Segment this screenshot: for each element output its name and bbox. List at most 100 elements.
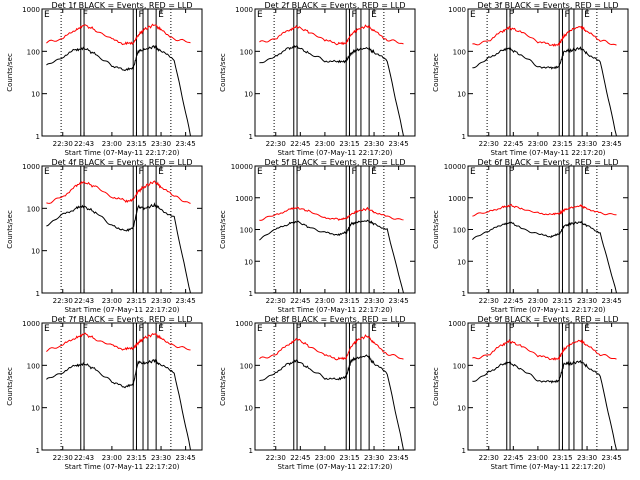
x-tick-label: 23:30 xyxy=(364,140,384,148)
event-annotation: E xyxy=(44,167,50,177)
x-tick-label: 23:45 xyxy=(602,140,622,148)
panel-title: Det 3f BLACK = Events, RED = LLD xyxy=(477,1,618,10)
panel-title: Det 1f BLACK = Events, RED = LLD xyxy=(51,1,192,10)
event-annotation: E xyxy=(44,324,50,334)
event-annotation: E xyxy=(158,167,164,177)
lld-series-line xyxy=(46,180,191,204)
x-tick-label: 23:30 xyxy=(577,297,597,305)
events-series-line xyxy=(472,360,617,451)
event-annotation: E xyxy=(257,324,263,334)
panel-title: Det 2f BLACK = Events, RED = LLD xyxy=(264,1,405,10)
event-annotation: E xyxy=(257,10,263,20)
x-axis-label: Start Time (07-May-11 22:17:20) xyxy=(490,463,605,471)
event-annotation: F xyxy=(564,10,569,20)
y-tick-label: 10 xyxy=(244,91,253,99)
x-tick-label: 23:00 xyxy=(102,297,122,305)
event-annotation: E xyxy=(371,10,377,20)
x-axis-label: Start Time (07-May-11 22:17:20) xyxy=(277,463,392,471)
x-tick-label: 22:45 xyxy=(503,297,523,305)
panel-det-7: Det 7f BLACK = Events, RED = LLD Counts/s… xyxy=(6,315,203,471)
y-tick-label: 100 xyxy=(453,48,466,56)
y-tick-label: 100 xyxy=(240,48,253,56)
x-axis-label: Start Time (07-May-11 22:17:20) xyxy=(64,306,179,314)
event-annotation: E xyxy=(257,167,263,177)
panel-title: Det 5f BLACK = Events, RED = LLD xyxy=(264,158,405,167)
lld-series-line xyxy=(259,24,404,46)
x-tick-label: 23:30 xyxy=(151,454,171,462)
x-axis-label: Start Time (07-May-11 22:17:20) xyxy=(64,463,179,471)
lld-series-line xyxy=(472,203,617,217)
plot-frame xyxy=(41,322,203,451)
x-axis-label: Start Time (07-May-11 22:17:20) xyxy=(490,149,605,157)
y-tick-label: 1 xyxy=(462,447,466,455)
x-tick-label: 23:30 xyxy=(364,297,384,305)
x-tick-label: 23:15 xyxy=(339,140,359,148)
panel-title: Det 4f BLACK = Events, RED = LLD xyxy=(51,158,192,167)
x-tick-label: 23:00 xyxy=(102,454,122,462)
events-series-line xyxy=(259,45,404,137)
x-tick-label: 22:30 xyxy=(266,297,286,305)
x-tick-label: 23:00 xyxy=(315,454,335,462)
event-annotation: F xyxy=(296,167,301,177)
plot-frame xyxy=(254,8,416,137)
plot-frame xyxy=(254,165,416,294)
event-annotation: F xyxy=(509,167,514,177)
x-tick-label: 23:00 xyxy=(315,297,335,305)
y-axis-label: Counts/sec xyxy=(219,367,227,406)
y-tick-label: 1 xyxy=(249,290,253,298)
y-tick-label: 10 xyxy=(457,405,466,413)
y-tick-label: 10 xyxy=(457,258,466,266)
x-tick-label: 23:30 xyxy=(151,140,171,148)
events-series-line xyxy=(259,219,404,294)
plot-frame xyxy=(41,8,203,137)
y-tick-label: 1000 xyxy=(235,320,253,328)
plot-frame xyxy=(467,8,629,137)
y-tick-label: 10 xyxy=(31,91,40,99)
x-tick-label: 23:45 xyxy=(176,140,196,148)
x-tick-label: 23:30 xyxy=(151,297,171,305)
x-tick-label: 23:15 xyxy=(552,140,572,148)
panel-title: Det 7f BLACK = Events, RED = LLD xyxy=(51,315,192,324)
x-tick-label: 22:30 xyxy=(266,140,286,148)
event-annotation: F xyxy=(83,167,88,177)
event-annotation: F xyxy=(296,10,301,20)
plot-frame xyxy=(254,322,416,451)
x-tick-label: 22:30 xyxy=(53,140,73,148)
x-axis-label: Start Time (07-May-11 22:17:20) xyxy=(490,306,605,314)
x-tick-label: 23:15 xyxy=(126,297,146,305)
event-annotation: F xyxy=(564,324,569,334)
x-tick-label: 23:15 xyxy=(552,297,572,305)
event-annotation: F xyxy=(351,10,356,20)
event-annotation: F xyxy=(138,324,143,334)
y-axis-label: Counts/sec xyxy=(6,210,14,249)
x-tick-label: 23:45 xyxy=(602,454,622,462)
panel-title: Det 9f BLACK = Events, RED = LLD xyxy=(477,315,618,324)
lld-series-line xyxy=(472,25,617,47)
y-tick-label: 1000 xyxy=(448,6,466,14)
y-tick-label: 1 xyxy=(462,290,466,298)
events-series-line xyxy=(46,44,191,137)
y-tick-label: 10000 xyxy=(444,163,466,171)
event-annotation: E xyxy=(371,324,377,334)
events-series-line xyxy=(259,354,404,451)
panel-det-2: Det 2f BLACK = Events, RED = LLD Counts/s… xyxy=(219,1,416,157)
x-tick-label: 22:43 xyxy=(74,297,94,305)
event-annotation: E xyxy=(158,324,164,334)
y-tick-label: 1 xyxy=(249,447,253,455)
event-annotation: F xyxy=(351,324,356,334)
x-tick-label: 23:15 xyxy=(126,140,146,148)
panel-det-9: Det 9f BLACK = Events, RED = LLD Counts/s… xyxy=(432,315,629,471)
lld-series-line xyxy=(46,23,191,46)
event-annotation: F xyxy=(296,324,301,334)
x-tick-label: 23:45 xyxy=(176,454,196,462)
y-tick-label: 100 xyxy=(453,227,466,235)
lld-series-line xyxy=(259,334,404,361)
event-annotation: F xyxy=(509,10,514,20)
event-annotation: E xyxy=(470,324,476,334)
y-tick-label: 1 xyxy=(249,133,253,141)
y-tick-label: 10 xyxy=(31,405,40,413)
y-tick-label: 100 xyxy=(27,362,40,370)
y-tick-label: 1000 xyxy=(22,163,40,171)
y-axis-label: Counts/sec xyxy=(432,210,440,249)
x-tick-label: 23:30 xyxy=(577,454,597,462)
